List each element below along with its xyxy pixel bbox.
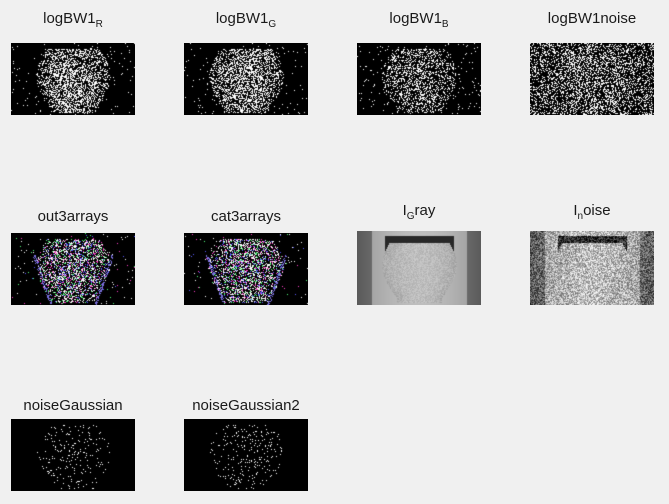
panel-title: logBW1noise xyxy=(510,10,669,28)
image-out3arrays xyxy=(11,233,135,305)
title-subscript: G xyxy=(406,211,415,222)
title-base: logBW1 xyxy=(43,10,96,27)
title-base: I xyxy=(402,202,407,219)
title-base: I xyxy=(573,202,578,219)
title-subscript: B xyxy=(441,19,449,30)
title-base: noiseGaussian xyxy=(23,397,123,414)
panel-title: cat3arrays xyxy=(164,208,328,226)
image-noisegaussian2 xyxy=(184,419,308,491)
image-igray xyxy=(357,231,481,305)
image-logbw1noise xyxy=(530,43,654,115)
image-logbw1-r xyxy=(11,43,135,115)
panel-title: logBW1B xyxy=(337,10,501,30)
title-suffix: oise xyxy=(583,202,611,219)
image-noisegaussian xyxy=(11,419,135,491)
title-subscript: R xyxy=(95,19,103,30)
image-cat3arrays xyxy=(184,233,308,305)
title-base: logBW1 xyxy=(215,10,269,27)
title-base: cat3arrays xyxy=(210,208,282,225)
panel-title: IGray xyxy=(337,202,501,222)
panel-title: logBW1R xyxy=(0,10,155,30)
image-inoise xyxy=(530,231,654,305)
panel-title: logBW1G xyxy=(164,10,328,30)
panel-title: out3arrays xyxy=(0,208,155,226)
image-logbw1-g xyxy=(184,43,308,115)
title-base: noiseGaussian2 xyxy=(192,397,300,414)
title-base: logBW1noise xyxy=(547,10,637,27)
image-logbw1-b xyxy=(357,43,481,115)
title-suffix: ray xyxy=(414,202,436,219)
title-subscript: G xyxy=(268,19,277,30)
panel-title: noiseGaussian xyxy=(0,397,155,415)
panel-title: noiseGaussian2 xyxy=(164,397,328,415)
panel-title: Inoise xyxy=(510,202,669,222)
title-subscript: n xyxy=(577,211,584,222)
title-base: logBW1 xyxy=(389,10,442,27)
title-base: out3arrays xyxy=(37,208,109,225)
